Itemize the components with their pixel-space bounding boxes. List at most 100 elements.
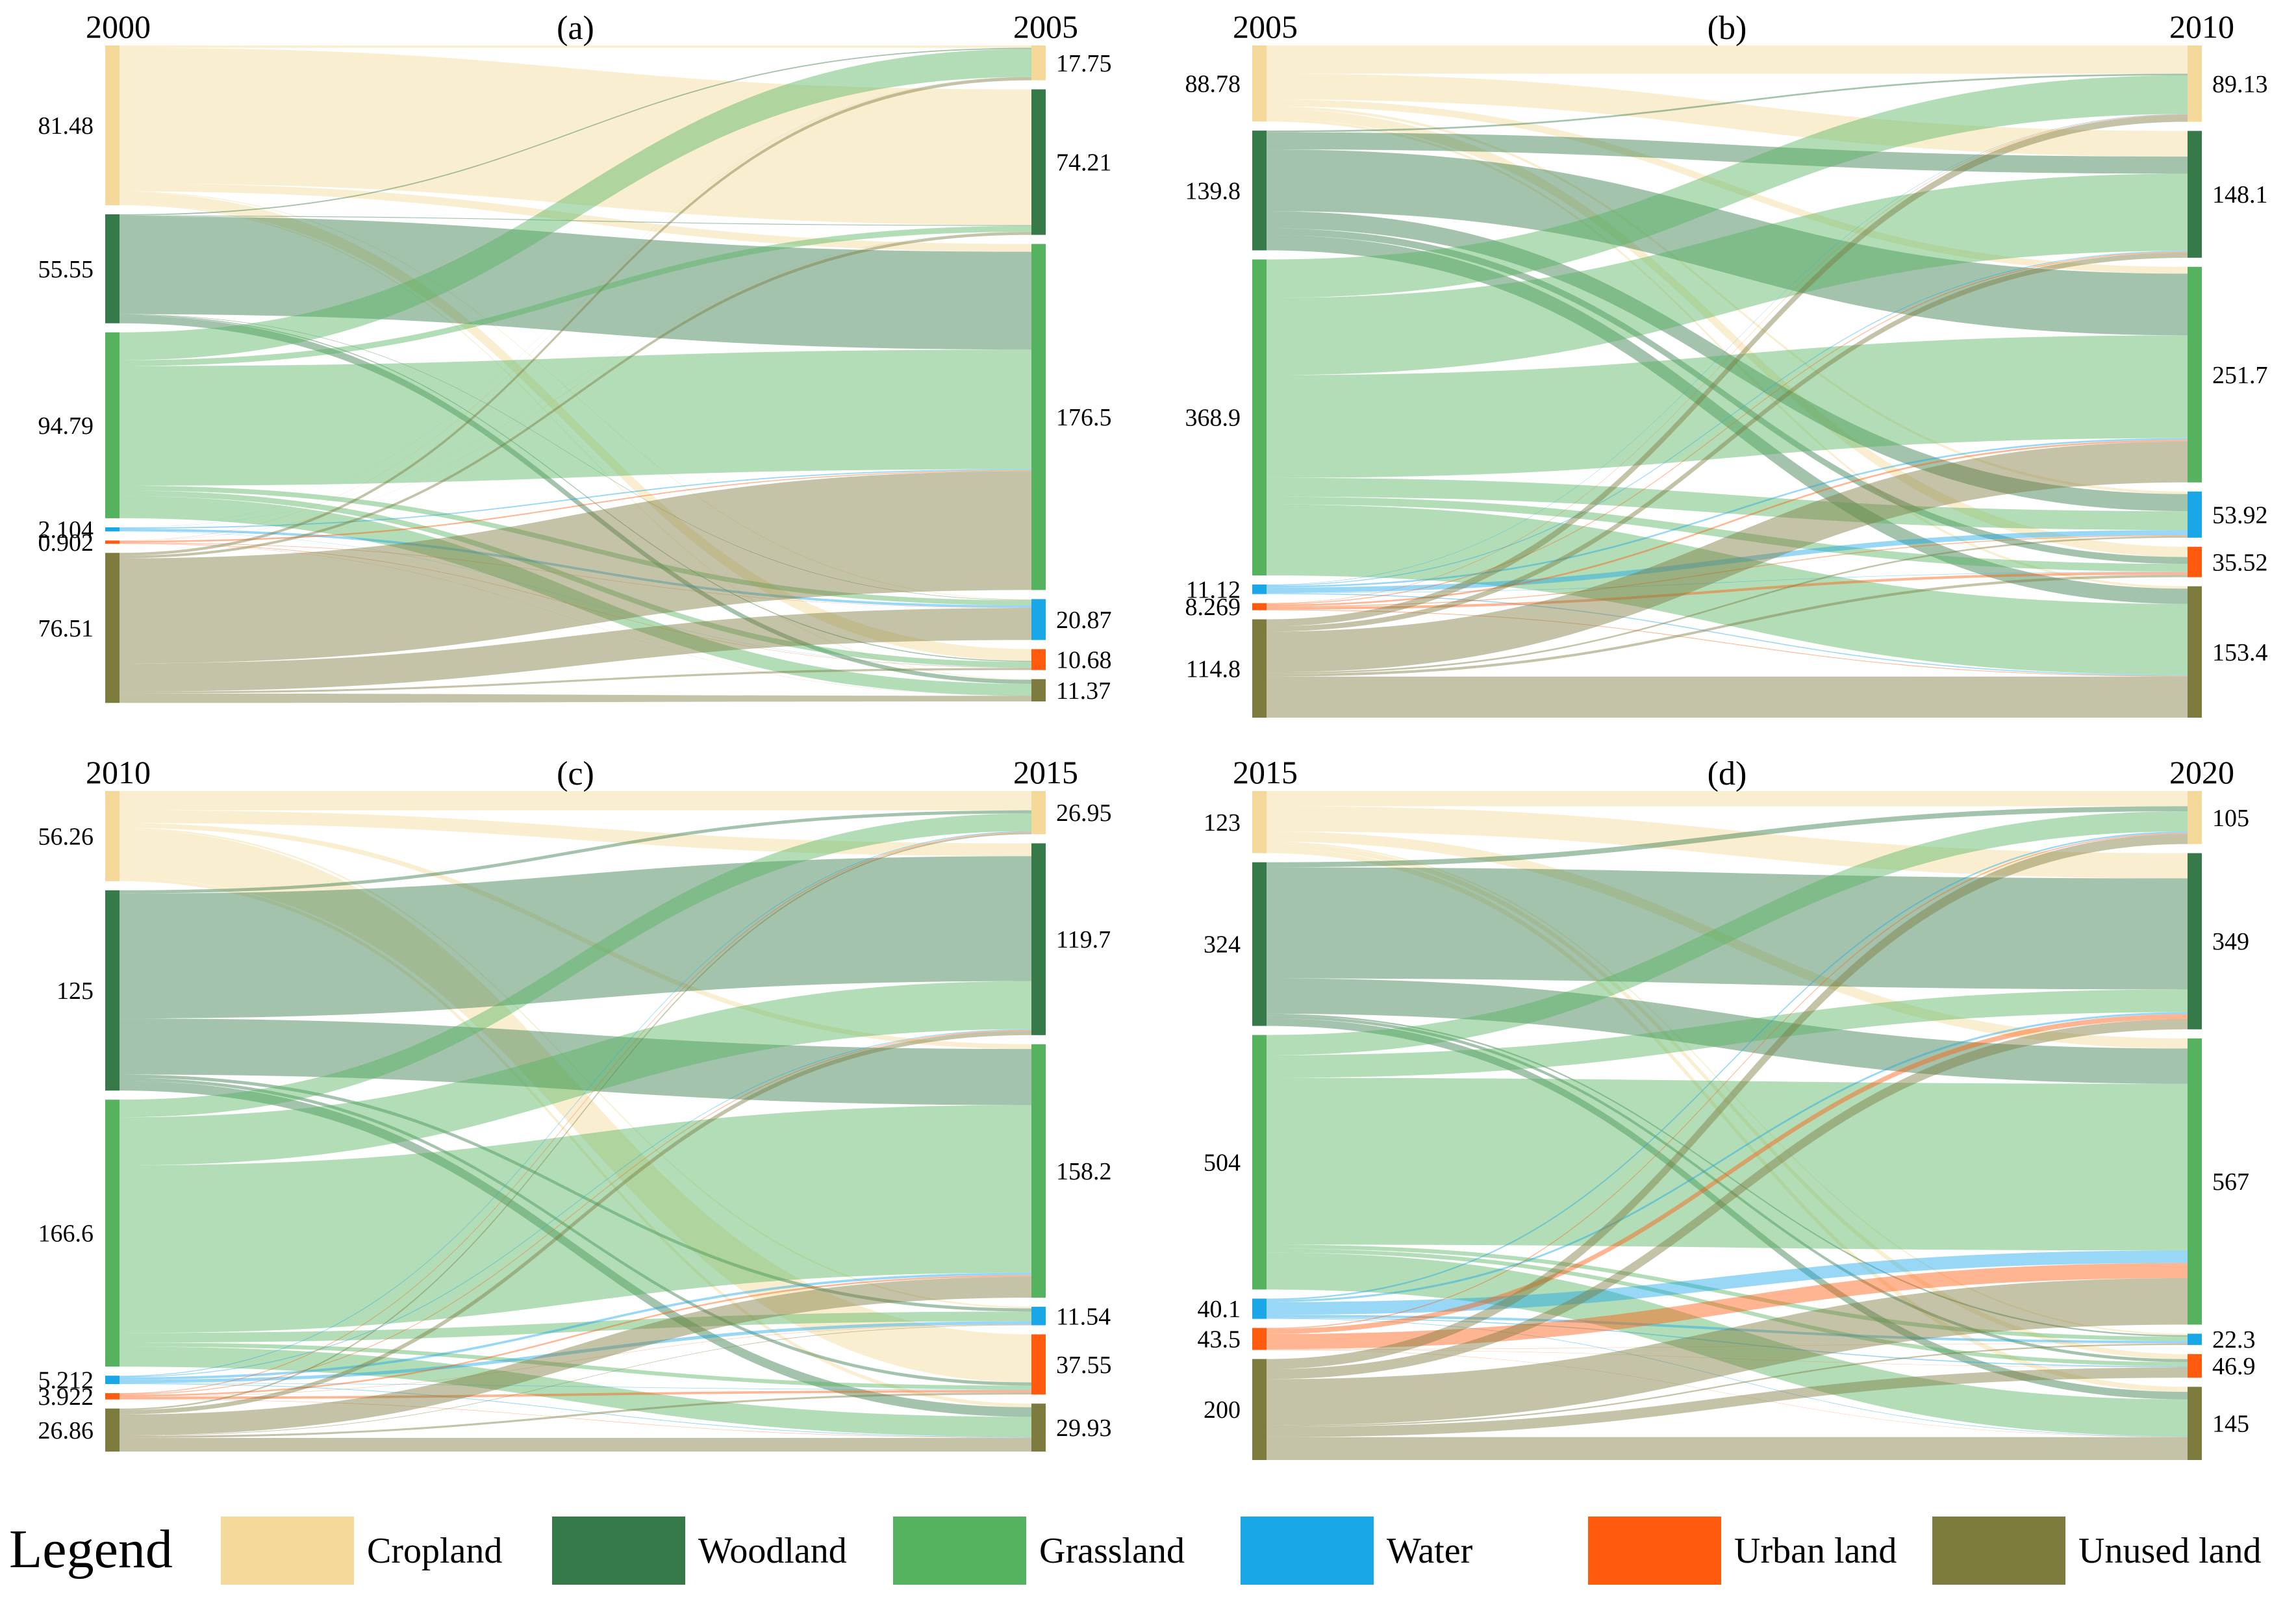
flow-water-to-urban-land bbox=[120, 531, 1031, 668]
flow-unused-land-to-water bbox=[1267, 536, 2188, 674]
right-node-water bbox=[1031, 1307, 1046, 1326]
flow-water-to-woodland bbox=[120, 231, 1031, 528]
left-value-label-woodland: 125 bbox=[57, 977, 94, 1005]
flow-water-to-cropland bbox=[120, 77, 1031, 528]
flow-woodland-to-woodland bbox=[120, 215, 1031, 226]
legend-swatch bbox=[1932, 1517, 2065, 1585]
left-value-label-grassland: 504 bbox=[1204, 1150, 1241, 1177]
flow-urban-land-to-unused-land bbox=[1267, 1350, 2188, 1437]
flow-urban-land-to-cropland bbox=[120, 77, 1031, 541]
right-node-grassland bbox=[1031, 1044, 1046, 1298]
flow-woodland-to-urban-land bbox=[1267, 228, 2188, 564]
flow-unused-land-to-unused-land bbox=[1267, 676, 2188, 718]
left-value-label-unused-land: 200 bbox=[1204, 1396, 1241, 1424]
left-node-woodland bbox=[1252, 862, 1267, 1026]
flow-water-to-woodland bbox=[1267, 1012, 2188, 1302]
left-value-label-water: 40.1 bbox=[1198, 1296, 1241, 1323]
right-year-label: 2010 bbox=[2169, 8, 2234, 45]
flow-water-to-woodland bbox=[1267, 251, 2188, 586]
right-year-label: 2020 bbox=[2169, 754, 2234, 790]
left-node-grassland bbox=[1252, 259, 1267, 576]
left-node-urban-land bbox=[1252, 603, 1267, 611]
flow-unused-land-to-water bbox=[1267, 1343, 2188, 1427]
flow-water-to-water bbox=[120, 1321, 1031, 1383]
flow-grassland-to-grassland bbox=[1267, 335, 2188, 478]
right-node-water bbox=[2188, 491, 2202, 538]
flow-grassland-to-water bbox=[1267, 477, 2188, 531]
flow-cropland-to-cropland bbox=[1267, 45, 2188, 74]
left-value-label-unused-land: 26.86 bbox=[38, 1417, 94, 1444]
flow-cropland-to-water bbox=[120, 827, 1031, 1309]
right-node-woodland bbox=[1031, 89, 1046, 235]
flow-urban-land-to-grassland bbox=[1267, 1263, 2188, 1350]
legend-item-grassland: Grassland bbox=[893, 1517, 1185, 1585]
flow-woodland-to-unused-land bbox=[120, 1081, 1031, 1417]
flow-woodland-to-unused-land bbox=[1267, 1018, 2188, 1400]
legend-swatch bbox=[1588, 1517, 1721, 1585]
left-value-label-urban-land: 3.922 bbox=[38, 1383, 94, 1411]
flow-urban-land-to-urban-land bbox=[1267, 572, 2188, 610]
left-node-grassland bbox=[105, 332, 120, 518]
flow-woodland-to-urban-land bbox=[1267, 1015, 2188, 1363]
legend-swatch bbox=[552, 1517, 685, 1585]
flow-urban-land-to-unused-land bbox=[120, 543, 1031, 696]
left-node-water bbox=[105, 1376, 120, 1385]
flow-grassland-to-cropland bbox=[120, 49, 1031, 360]
flow-urban-land-to-grassland bbox=[120, 470, 1031, 543]
flow-water-to-cropland bbox=[1267, 831, 2188, 1300]
flow-grassland-to-unused-land bbox=[120, 496, 1031, 696]
right-node-cropland bbox=[2188, 791, 2202, 844]
legend-swatch bbox=[221, 1517, 354, 1585]
flow-woodland-to-grassland bbox=[120, 216, 1031, 350]
flow-woodland-to-grassland bbox=[120, 1018, 1031, 1105]
left-node-urban-land bbox=[105, 1393, 120, 1400]
flow-unused-land-to-unused-land bbox=[1267, 1437, 2188, 1460]
right-value-label-cropland: 89.13 bbox=[2212, 71, 2268, 98]
flow-woodland-to-water bbox=[120, 314, 1031, 601]
left-node-woodland bbox=[1252, 131, 1267, 251]
flow-woodland-to-unused-land bbox=[1267, 234, 2188, 604]
flow-urban-land-to-woodland bbox=[1267, 1014, 2188, 1334]
flow-woodland-to-woodland bbox=[120, 856, 1031, 1019]
right-value-label-water: 22.3 bbox=[2212, 1326, 2256, 1353]
right-node-unused-land bbox=[1031, 679, 1046, 701]
right-value-label-unused-land: 145 bbox=[2212, 1411, 2249, 1438]
right-node-urban-land bbox=[2188, 546, 2202, 577]
flow-urban-land-to-unused-land bbox=[1267, 609, 2188, 677]
flow-water-to-grassland bbox=[120, 1272, 1031, 1380]
panel-label: (d) bbox=[1708, 755, 1747, 792]
right-node-unused-land bbox=[2188, 1387, 2202, 1460]
flow-water-to-cropland bbox=[120, 831, 1031, 1377]
left-node-grassland bbox=[1252, 1035, 1267, 1290]
flow-unused-land-to-water bbox=[120, 1324, 1031, 1436]
flow-unused-land-to-grassland bbox=[120, 1276, 1031, 1436]
right-value-label-unused-land: 153.4 bbox=[2212, 639, 2268, 666]
flow-cropland-to-cropland bbox=[120, 791, 1031, 811]
legend-item-urban-land: Urban land bbox=[1588, 1517, 1897, 1585]
left-value-label-water: 5.212 bbox=[38, 1367, 94, 1394]
right-node-cropland bbox=[1031, 791, 1046, 835]
flow-cropland-to-urban-land bbox=[120, 192, 1031, 661]
right-value-label-grassland: 567 bbox=[2212, 1168, 2249, 1196]
flow-cropland-to-urban-land bbox=[120, 829, 1031, 1383]
right-value-label-unused-land: 29.93 bbox=[1056, 1415, 1112, 1442]
right-value-label-cropland: 26.95 bbox=[1056, 800, 1112, 827]
flow-water-to-water bbox=[1267, 1315, 2188, 1344]
flow-urban-land-to-water bbox=[120, 1324, 1031, 1397]
flow-urban-land-to-water bbox=[1267, 535, 2188, 607]
left-value-label-water: 2.104 bbox=[38, 516, 94, 544]
legend-label: Woodland bbox=[698, 1531, 847, 1571]
legend-label: Grassland bbox=[1039, 1531, 1185, 1571]
flow-cropland-to-woodland bbox=[1267, 73, 2188, 157]
flow-cropland-to-grassland bbox=[120, 823, 1031, 1050]
flow-woodland-to-cropland bbox=[1267, 73, 2188, 132]
flow-unused-land-to-urban-land bbox=[120, 1392, 1031, 1438]
legend: Legend Cropland Woodland Grassland Water Urba… bbox=[9, 1517, 2262, 1585]
flow-cropland-to-water bbox=[1267, 841, 2188, 1335]
flow-urban-land-to-water bbox=[120, 542, 1031, 609]
left-node-unused-land bbox=[1252, 1359, 1267, 1460]
flow-cropland-to-unused-land bbox=[1267, 848, 2188, 1392]
flow-grassland-to-woodland bbox=[120, 981, 1031, 1166]
flow-urban-land-to-cropland bbox=[1267, 114, 2188, 604]
